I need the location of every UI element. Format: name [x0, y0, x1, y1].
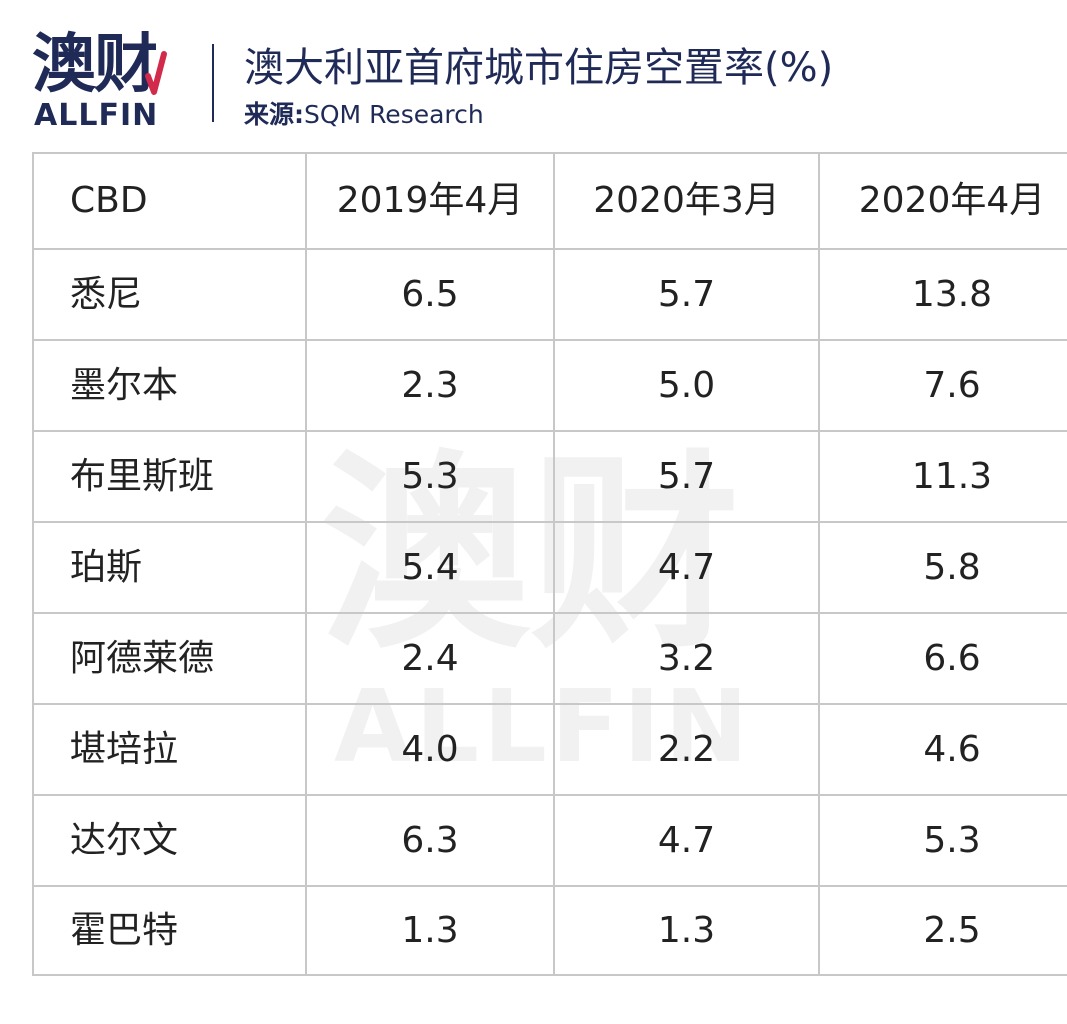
value-cell: 4.7	[553, 794, 820, 887]
value-cell: 11.3	[818, 430, 1067, 523]
value-cell: 3.2	[553, 612, 820, 705]
value-cell: 2.3	[305, 339, 555, 432]
city-cell: 墨尔本	[32, 339, 307, 432]
value-cell: 6.5	[305, 248, 555, 341]
value-cell: 4.0	[305, 703, 555, 796]
logo-accent-mark	[145, 51, 167, 95]
value-cell: 1.3	[305, 885, 555, 976]
city-cell: 堪培拉	[32, 703, 307, 796]
value-cell: 2.4	[305, 612, 555, 705]
source-value: SQM Research	[304, 100, 484, 129]
value-cell: 4.7	[553, 521, 820, 614]
logo-en-text: ALLFIN	[34, 98, 159, 133]
value-cell: 5.7	[553, 248, 820, 341]
vacancy-table: CBD 2019年4月 2020年3月 2020年4月 悉尼 6.5 5.7 1…	[32, 152, 1067, 976]
city-cell: 布里斯班	[32, 430, 307, 523]
value-cell: 5.0	[553, 339, 820, 432]
table-row: 悉尼 6.5 5.7 13.8	[32, 248, 1067, 341]
table-row: 霍巴特 1.3 1.3 2.5	[32, 885, 1067, 976]
value-cell: 2.5	[818, 885, 1067, 976]
table-row: 珀斯 5.4 4.7 5.8	[32, 521, 1067, 614]
table-row: 布里斯班 5.3 5.7 11.3	[32, 430, 1067, 523]
value-cell: 6.6	[818, 612, 1067, 705]
source-label: 来源:	[244, 100, 304, 129]
value-cell: 5.3	[818, 794, 1067, 887]
table-header-row: CBD 2019年4月 2020年3月 2020年4月	[32, 152, 1067, 250]
value-cell: 2.2	[553, 703, 820, 796]
table-row: 堪培拉 4.0 2.2 4.6	[32, 703, 1067, 796]
value-cell: 5.8	[818, 521, 1067, 614]
brand-logo: 澳财 ALLFIN	[32, 30, 182, 135]
table-row: 达尔文 6.3 4.7 5.3	[32, 794, 1067, 887]
logo-cn-text: 澳财	[32, 28, 158, 102]
header-divider	[212, 44, 214, 122]
column-header-2020-apr: 2020年4月	[818, 152, 1067, 250]
value-cell: 7.6	[818, 339, 1067, 432]
column-header-2020-mar: 2020年3月	[553, 152, 820, 250]
header: 澳财 ALLFIN 澳大利亚首府城市住房空置率(%) 来源:SQM Resear…	[0, 0, 1067, 140]
value-cell: 5.7	[553, 430, 820, 523]
table-row: 阿德莱德 2.4 3.2 6.6	[32, 612, 1067, 705]
value-cell: 13.8	[818, 248, 1067, 341]
city-cell: 阿德莱德	[32, 612, 307, 705]
table-row: 墨尔本 2.3 5.0 7.6	[32, 339, 1067, 432]
city-cell: 珀斯	[32, 521, 307, 614]
value-cell: 1.3	[553, 885, 820, 976]
city-cell: 悉尼	[32, 248, 307, 341]
value-cell: 6.3	[305, 794, 555, 887]
city-cell: 达尔文	[32, 794, 307, 887]
page-title: 澳大利亚首府城市住房空置率(%)	[244, 45, 834, 91]
column-header-2019-apr: 2019年4月	[305, 152, 555, 250]
value-cell: 4.6	[818, 703, 1067, 796]
value-cell: 5.4	[305, 521, 555, 614]
value-cell: 5.3	[305, 430, 555, 523]
city-cell: 霍巴特	[32, 885, 307, 976]
column-header-cbd: CBD	[32, 152, 307, 250]
source-line: 来源:SQM Research	[244, 100, 484, 130]
